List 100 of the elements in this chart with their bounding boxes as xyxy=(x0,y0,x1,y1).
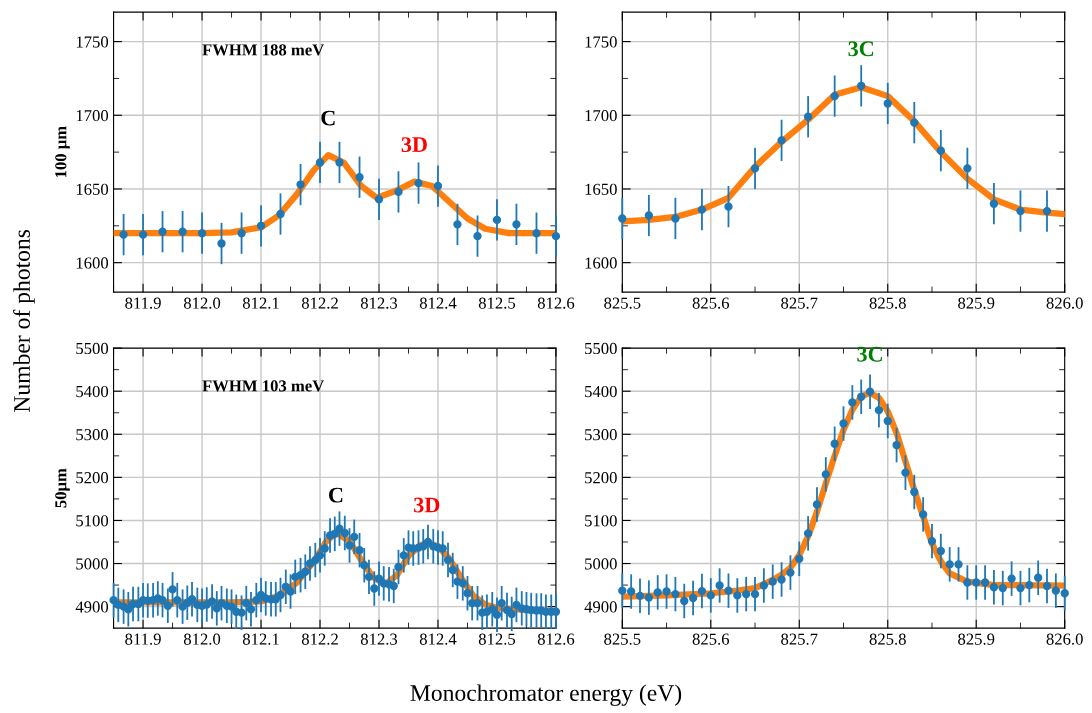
point xyxy=(532,229,541,238)
point xyxy=(963,578,972,587)
point xyxy=(473,231,482,241)
point xyxy=(197,229,207,238)
point xyxy=(217,239,226,248)
point xyxy=(453,220,462,229)
point xyxy=(927,536,937,546)
x-tick-label: 825.6 xyxy=(692,633,730,645)
point xyxy=(742,589,751,599)
x-tick-label: 812.1 xyxy=(242,633,279,645)
x-tick-label: 825.7 xyxy=(781,633,818,645)
point xyxy=(662,587,671,596)
point xyxy=(857,392,866,401)
x-tick-label: 812.3 xyxy=(360,633,398,645)
point xyxy=(1033,573,1043,582)
x-axis-title: Monochromator energy (eV) xyxy=(410,684,682,706)
y-tick-label: 4900 xyxy=(584,601,617,613)
point xyxy=(750,589,760,599)
point xyxy=(671,214,680,223)
point xyxy=(777,136,786,145)
y-tick-label: 5400 xyxy=(76,385,109,398)
point xyxy=(733,591,742,600)
point xyxy=(910,118,919,127)
point xyxy=(492,215,502,225)
x-tick-label: 812.6 xyxy=(537,633,575,645)
x-tick-label: 812.4 xyxy=(419,297,457,309)
point xyxy=(750,164,760,173)
point xyxy=(715,581,724,590)
x-tick-label: 812.1 xyxy=(242,297,279,309)
x-tick-label: 812.2 xyxy=(301,297,338,309)
y-tick-label: 5500 xyxy=(585,342,617,355)
y-tick-label: 5100 xyxy=(585,515,617,527)
point xyxy=(759,581,769,590)
x-tick-label: 811.9 xyxy=(125,297,161,309)
point xyxy=(839,419,848,428)
point xyxy=(821,470,830,479)
point xyxy=(618,214,627,223)
x-tick-label: 811.9 xyxy=(125,633,161,645)
point xyxy=(812,500,822,509)
point xyxy=(1060,589,1069,598)
annotation: FWHM 103 meV xyxy=(202,380,325,392)
point xyxy=(936,146,945,155)
y-tick-label: 1700 xyxy=(76,109,109,122)
annotation: C xyxy=(329,487,343,503)
y-tick-label: 1750 xyxy=(585,36,617,48)
point xyxy=(315,158,325,167)
annotation: C xyxy=(321,110,335,126)
x-tick-label: 825.7 xyxy=(781,297,818,309)
point xyxy=(296,180,305,189)
point xyxy=(848,398,857,407)
point xyxy=(1016,583,1025,593)
y-tick-label: 1700 xyxy=(585,109,617,122)
point xyxy=(803,529,813,538)
point xyxy=(394,187,403,197)
x-tick-label: 825.8 xyxy=(869,633,906,645)
y-tick-label: 5500 xyxy=(76,342,109,355)
point xyxy=(803,112,813,121)
point xyxy=(786,568,795,577)
point xyxy=(777,575,786,584)
point xyxy=(178,227,187,236)
point xyxy=(618,586,627,595)
point xyxy=(644,593,654,602)
point xyxy=(256,221,266,230)
y-tick-label: 1650 xyxy=(76,183,109,195)
point xyxy=(1042,206,1052,216)
point xyxy=(1025,580,1034,590)
point xyxy=(724,586,733,595)
point xyxy=(980,578,990,587)
text: Number of photons xyxy=(13,229,35,412)
point xyxy=(857,81,866,90)
point xyxy=(972,578,981,587)
point xyxy=(945,560,954,569)
y-tick-label: 5200 xyxy=(585,472,617,484)
x-tick-label: 825.5 xyxy=(604,633,641,645)
point xyxy=(883,416,892,426)
point xyxy=(1016,206,1025,216)
x-tick-label: 812.3 xyxy=(360,297,398,309)
x-tick-label: 826.0 xyxy=(1046,633,1083,645)
x-tick-label: 812.0 xyxy=(183,297,221,309)
point xyxy=(989,583,999,592)
point xyxy=(374,195,384,204)
y-tick-label: 5300 xyxy=(76,429,109,441)
y-tick-label: 1600 xyxy=(585,257,617,269)
point xyxy=(276,209,285,219)
y-axis-title: 100 μm xyxy=(55,126,70,178)
y-tick-label: 5200 xyxy=(76,472,109,484)
y-tick-label: 1600 xyxy=(76,257,109,269)
point xyxy=(724,202,733,211)
point xyxy=(1007,574,1016,583)
x-tick-label: 825.6 xyxy=(692,297,730,309)
y-tick-label: 5000 xyxy=(76,558,109,570)
y-tick-label: 4900 xyxy=(75,601,109,613)
x-tick-label: 825.5 xyxy=(604,297,641,309)
point xyxy=(626,587,636,596)
point xyxy=(795,554,804,563)
annotation: 3C xyxy=(857,346,882,362)
point xyxy=(680,596,689,606)
point xyxy=(874,406,884,415)
y-tick-label: 5400 xyxy=(585,385,617,398)
point xyxy=(1042,581,1052,591)
